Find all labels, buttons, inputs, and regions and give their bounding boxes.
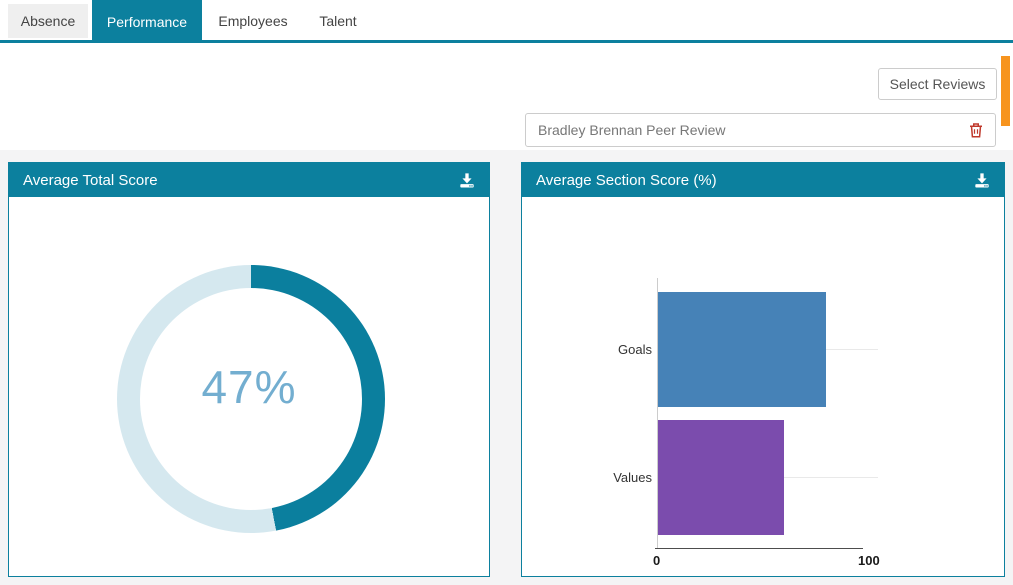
x-axis-line bbox=[655, 548, 863, 549]
donut-chart-area: 47% bbox=[9, 197, 489, 576]
card-average-section-score: Average Section Score (%) Goals Values 0 bbox=[521, 162, 1005, 577]
category-label-goals: Goals bbox=[618, 342, 652, 357]
tab-bar: Absence Performance Employees Talent bbox=[0, 0, 1013, 43]
selected-review-field[interactable]: Bradley Brennan Peer Review bbox=[525, 113, 996, 147]
trash-icon[interactable] bbox=[967, 121, 985, 139]
x-tick-0: 0 bbox=[653, 553, 661, 568]
card-average-total-score: Average Total Score 47% bbox=[8, 162, 490, 577]
select-reviews-button[interactable]: Select Reviews bbox=[878, 68, 997, 100]
bar-chart: Goals Values 0 100 bbox=[522, 197, 1004, 576]
bar-goals[interactable] bbox=[658, 292, 826, 407]
card-title: Average Total Score bbox=[23, 171, 158, 189]
bar-chart-area: Goals Values 0 100 bbox=[522, 197, 1004, 576]
tab-talent[interactable]: Talent bbox=[319, 13, 357, 29]
y-axis-line bbox=[657, 278, 658, 548]
bar-values[interactable] bbox=[658, 420, 784, 535]
x-tick-100: 100 bbox=[858, 553, 880, 568]
card-header: Average Section Score (%) bbox=[522, 163, 1004, 197]
donut-center-value: 47% bbox=[201, 360, 297, 413]
card-title: Average Section Score (%) bbox=[536, 171, 717, 189]
tab-performance[interactable]: Performance bbox=[92, 0, 202, 43]
donut-chart[interactable] bbox=[117, 265, 385, 533]
card-header: Average Total Score bbox=[9, 163, 489, 197]
download-icon[interactable] bbox=[457, 170, 477, 190]
category-label-values: Values bbox=[613, 470, 652, 485]
selected-review-name: Bradley Brennan Peer Review bbox=[538, 122, 726, 138]
tab-absence[interactable]: Absence bbox=[8, 4, 88, 38]
orange-scroll-indicator bbox=[1001, 56, 1010, 126]
tab-employees[interactable]: Employees bbox=[218, 13, 288, 29]
download-icon[interactable] bbox=[972, 170, 992, 190]
tab-underline bbox=[0, 40, 1013, 43]
